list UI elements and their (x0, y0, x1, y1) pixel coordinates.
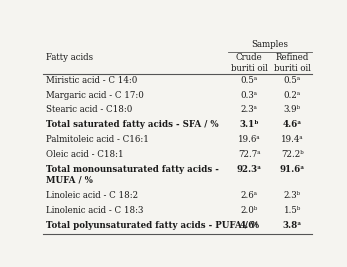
Text: Linoleic acid - C 18:2: Linoleic acid - C 18:2 (46, 191, 138, 200)
Text: Stearic acid - C18:0: Stearic acid - C18:0 (46, 105, 133, 115)
Text: Total saturated fatty acids - SFA / %: Total saturated fatty acids - SFA / % (46, 120, 219, 129)
Text: 0.5ᵃ: 0.5ᵃ (283, 76, 301, 85)
Text: 0.2ᵃ: 0.2ᵃ (283, 91, 301, 100)
Text: 2.6ᵃ: 2.6ᵃ (240, 191, 257, 200)
Text: 2.3ᵃ: 2.3ᵃ (241, 105, 257, 115)
Text: 4.6ᵃ: 4.6ᵃ (282, 120, 302, 129)
Text: 91.6ᵃ: 91.6ᵃ (279, 165, 305, 174)
Text: 3.1ᵇ: 3.1ᵇ (239, 120, 259, 129)
Text: 3.9ᵇ: 3.9ᵇ (283, 105, 301, 115)
Text: Total monounsaturated fatty acids -
MUFA / %: Total monounsaturated fatty acids - MUFA… (46, 165, 219, 184)
Text: 0.3ᵃ: 0.3ᵃ (240, 91, 257, 100)
Text: Samples: Samples (252, 40, 288, 49)
Text: 19.4ᵃ: 19.4ᵃ (281, 135, 303, 144)
Text: Linolenic acid - C 18:3: Linolenic acid - C 18:3 (46, 206, 143, 215)
Text: Oleic acid - C18:1: Oleic acid - C18:1 (46, 150, 124, 159)
Text: Crude
buriti oil: Crude buriti oil (231, 53, 268, 73)
Text: 72.7ᵃ: 72.7ᵃ (238, 150, 260, 159)
Text: 19.6ᵃ: 19.6ᵃ (238, 135, 260, 144)
Text: 92.3ᵃ: 92.3ᵃ (237, 165, 262, 174)
Text: 2.0ᵇ: 2.0ᵇ (240, 206, 258, 215)
Text: 3.8ᵃ: 3.8ᵃ (282, 221, 302, 230)
Text: 72.2ᵇ: 72.2ᵇ (281, 150, 304, 159)
Text: 1.5ᵇ: 1.5ᵇ (283, 206, 301, 215)
Text: Margaric acid - C 17:0: Margaric acid - C 17:0 (46, 91, 144, 100)
Text: Total polyunsaturated fatty acids - PUFA / %: Total polyunsaturated fatty acids - PUFA… (46, 221, 259, 230)
Text: Palmitoleic acid - C16:1: Palmitoleic acid - C16:1 (46, 135, 149, 144)
Text: 0.5ᵃ: 0.5ᵃ (240, 76, 258, 85)
Text: Refined
buriti oil: Refined buriti oil (274, 53, 311, 73)
Text: Fatty acids: Fatty acids (46, 53, 93, 62)
Text: Miristic acid - C 14:0: Miristic acid - C 14:0 (46, 76, 137, 85)
Text: 4.6ᵃ: 4.6ᵃ (239, 221, 259, 230)
Text: 2.3ᵇ: 2.3ᵇ (283, 191, 301, 200)
